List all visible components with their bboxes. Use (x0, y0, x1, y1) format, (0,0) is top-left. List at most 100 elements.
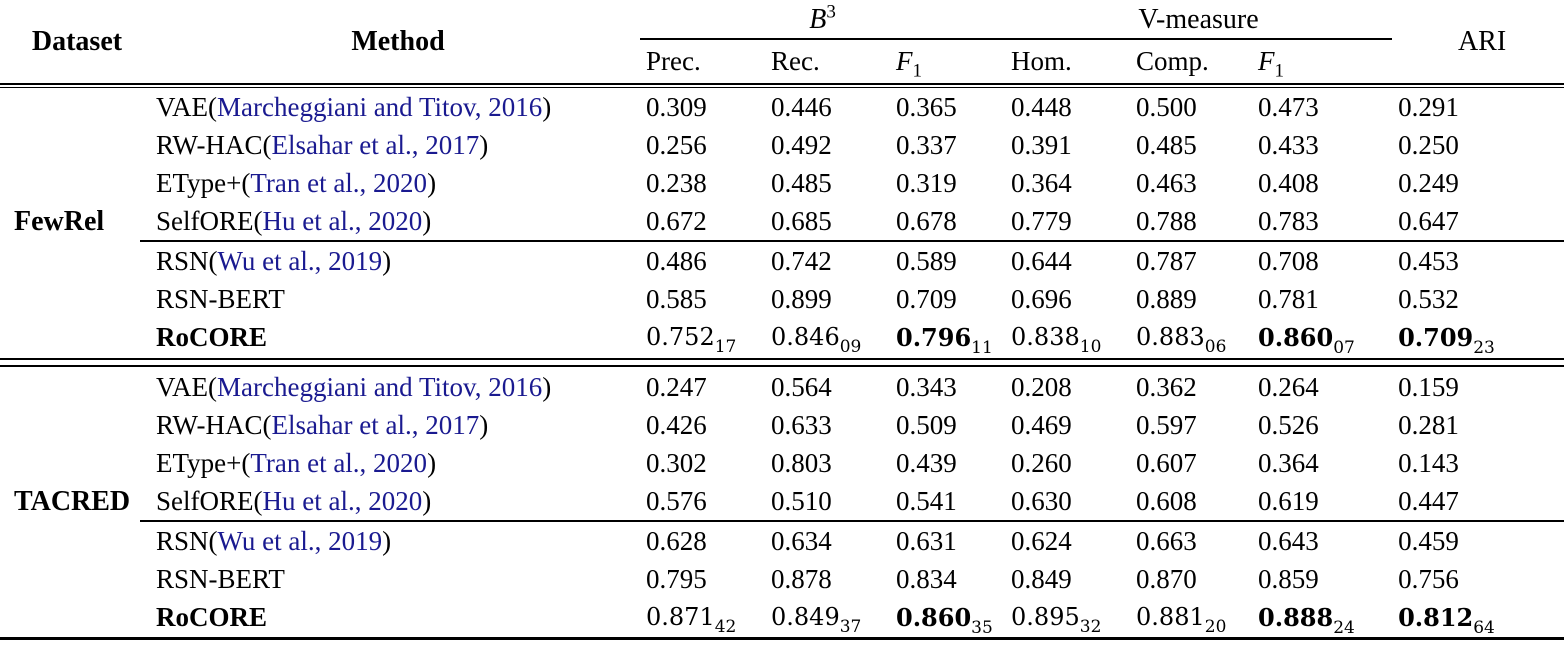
method-name: RSN (156, 525, 209, 556)
value-cell: 0.576 (640, 482, 765, 521)
method-cell: VAE(Marcheggiani and Titov, 2016) (156, 91, 552, 122)
metric-value: 0.589 (896, 245, 957, 276)
metric-std-subscript: 42 (714, 617, 737, 636)
table-row: RSN-BERT 0.585 0.899 0.709 0.696 0.889 0.781 0.… (0, 280, 1564, 318)
metric-std-subscript: 06 (1204, 337, 1227, 356)
metric-value: 0.899 (771, 283, 832, 314)
value-cell: 0.647 (1392, 202, 1564, 241)
metric-value: 0.788 (1136, 205, 1197, 236)
value-cell: 0.453 (1392, 240, 1564, 280)
citation-link[interactable]: Tran et al., 2020 (250, 447, 428, 478)
value-cell: 0.878 (765, 560, 890, 598)
value-cell: 0.70923 (1392, 318, 1564, 357)
table-row: RoCORE 0.87142 0.84937 0.86035 0.89532 0.8812… (0, 598, 1564, 637)
value-cell: 0.343 (890, 368, 1005, 406)
value-cell: 0.439 (890, 444, 1005, 482)
value-cell: 0.889 (1130, 280, 1252, 318)
value-cell: 0.624 (1005, 520, 1131, 560)
citation-link[interactable]: Marcheggiani and Titov, 2016 (217, 91, 543, 122)
col-header-b3-rec: Rec. (771, 45, 820, 76)
value-cell: 0.143 (1392, 444, 1564, 482)
method-cell: RSN(Wu et al., 2019) (140, 240, 640, 280)
dataset-label: TACRED (14, 486, 131, 517)
value-cell: 0.709 (890, 280, 1005, 318)
citation-link[interactable]: Wu et al., 2019 (217, 245, 383, 276)
metric-value: 0.678 (896, 205, 957, 236)
metric-value: 0.685 (771, 205, 832, 236)
value-cell: 0.589 (890, 240, 1006, 280)
value-cell: 0.249 (1392, 164, 1564, 202)
divider (0, 356, 1564, 368)
metric-value: 0.860 (1258, 322, 1334, 352)
value-cell: 0.159 (1392, 368, 1564, 406)
metric-std-subscript: 11 (971, 337, 993, 356)
metric-value: 0.291 (1398, 91, 1459, 122)
value-cell: 0.463 (1130, 164, 1252, 202)
citation-link[interactable]: Wu et al., 2019 (217, 525, 383, 556)
value-cell: 0.781 (1252, 280, 1392, 318)
metric-value: 0.473 (1258, 91, 1319, 122)
method-name: RSN-BERT (156, 563, 285, 594)
metric-value: 0.597 (1136, 409, 1197, 440)
metric-value: 0.453 (1398, 245, 1459, 276)
value-cell: 0.597 (1130, 406, 1252, 444)
citation-link[interactable]: Tran et al., 2020 (250, 167, 428, 198)
table-row: RSN(Wu et al., 2019) 0.628 0.634 0.631 0.624… (0, 520, 1564, 560)
value-cell: 0.448 (1005, 88, 1130, 126)
citation-link[interactable]: Hu et al., 2020 (262, 485, 423, 516)
dataset-label: FewRel (14, 206, 105, 237)
metric-value: 0.628 (646, 525, 707, 556)
value-cell: 0.795 (640, 560, 765, 598)
value-cell: 0.364 (1252, 444, 1392, 482)
table-row: SelfORE(Hu et al., 2020) 0.672 0.685 0.678 0… (0, 202, 1564, 241)
value-cell: 0.337 (890, 126, 1005, 164)
value-cell: 0.281 (1392, 406, 1564, 444)
value-cell: 0.208 (1005, 368, 1130, 406)
metric-value: 0.365 (896, 91, 957, 122)
metric-value: 0.643 (1258, 525, 1319, 556)
value-cell: 0.787 (1130, 240, 1253, 280)
method-name: EType+ (156, 447, 242, 478)
citation-link[interactable]: Marcheggiani and Titov, 2016 (217, 371, 543, 402)
value-cell: 0.663 (1130, 520, 1253, 560)
method-name: RSN-BERT (156, 283, 285, 314)
value-cell: 0.89532 (1005, 598, 1130, 636)
citation-link[interactable]: Hu et al., 2020 (262, 205, 423, 236)
metric-std-subscript: 17 (714, 337, 737, 356)
value-cell: 0.859 (1252, 560, 1392, 598)
value-cell: 0.302 (640, 444, 765, 482)
metric-value: 0.433 (1258, 129, 1319, 160)
metric-value: 0.250 (1398, 129, 1459, 160)
metric-value: 0.803 (771, 447, 832, 478)
metric-value: 0.619 (1258, 485, 1319, 516)
value-cell: 0.899 (765, 280, 890, 318)
metric-value: 0.143 (1398, 447, 1459, 478)
method-cell: RoCORE (140, 598, 640, 636)
metric-value: 0.709 (896, 283, 957, 314)
value-cell: 0.391 (1005, 126, 1130, 164)
metric-value: 0.859 (1258, 563, 1319, 594)
value-cell: 0.803 (765, 444, 890, 482)
metric-value: 0.888 (1258, 602, 1334, 632)
metric-value: 0.509 (896, 409, 957, 440)
metric-value: 0.871 (646, 603, 715, 631)
metric-std-subscript: 09 (839, 337, 862, 356)
metric-value: 0.860 (896, 602, 972, 632)
citation-link[interactable]: Elsahar et al., 2017 (271, 409, 480, 440)
value-cell: 0.447 (1392, 482, 1564, 521)
metric-value: 0.447 (1398, 485, 1459, 516)
metric-value: 0.634 (771, 525, 832, 556)
metric-value: 0.459 (1398, 525, 1459, 556)
citation-link[interactable]: Elsahar et al., 2017 (271, 129, 480, 160)
value-cell: 0.84937 (765, 598, 890, 636)
value-cell: 0.633 (765, 406, 890, 444)
value-cell: 0.291 (1392, 88, 1564, 126)
metric-std-subscript: 10 (1079, 337, 1102, 356)
value-cell: 0.362 (1130, 368, 1252, 406)
metric-std-subscript: 24 (1333, 617, 1355, 636)
value-cell: 0.238 (640, 164, 765, 202)
value-cell: 0.628 (640, 520, 765, 560)
col-header-dataset: Dataset (31, 26, 123, 57)
divider (0, 636, 1564, 641)
table-row: RSN(Wu et al., 2019) 0.486 0.742 0.589 0.644… (0, 240, 1564, 280)
